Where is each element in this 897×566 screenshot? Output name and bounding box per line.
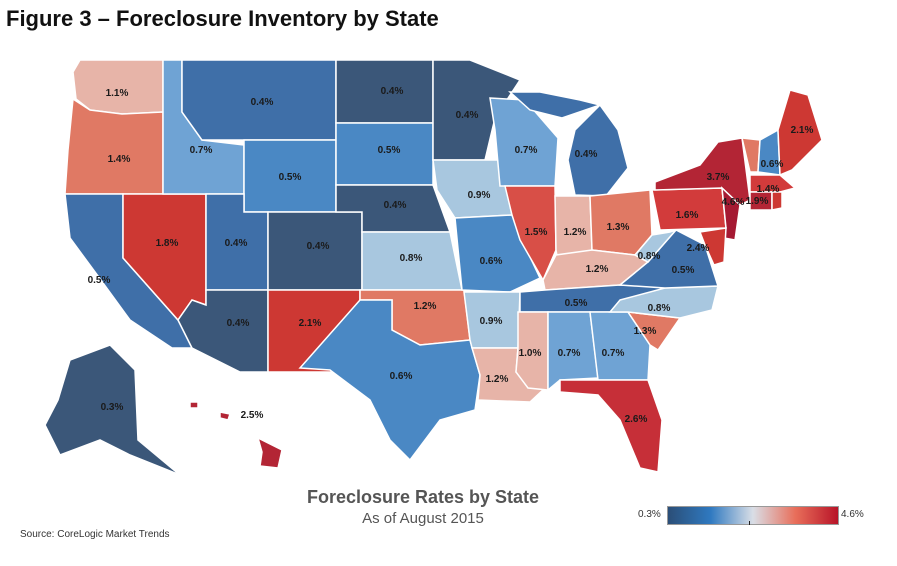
state-md — [698, 227, 727, 266]
state-hi-2 — [219, 411, 231, 421]
label-il: 1.5% — [525, 227, 548, 238]
label-ky: 1.2% — [586, 264, 609, 275]
label-ia: 0.9% — [468, 190, 491, 201]
state-ma — [749, 174, 797, 193]
label-nc: 0.8% — [648, 303, 671, 314]
label-mt: 0.4% — [251, 97, 274, 108]
label-sd: 0.5% — [378, 145, 401, 156]
state-mi-up — [508, 91, 603, 119]
label-hi: 2.5% — [241, 410, 264, 421]
label-mn: 0.4% — [456, 110, 479, 121]
label-nm: 2.1% — [299, 318, 322, 329]
label-az: 0.4% — [227, 318, 250, 329]
label-ca: 0.5% — [88, 275, 111, 286]
legend-color-scale — [667, 506, 839, 525]
label-in: 1.2% — [564, 227, 587, 238]
label-tn: 0.5% — [565, 298, 588, 309]
label-ak: 0.3% — [101, 402, 124, 413]
label-vt: 0.6% — [761, 159, 784, 170]
label-ms: 1.0% — [519, 348, 542, 359]
label-ny: 3.7% — [707, 172, 730, 183]
label-ks: 0.8% — [400, 253, 423, 264]
state-az — [177, 289, 269, 373]
legend-min-label: 0.3% — [638, 509, 661, 520]
label-nj: 4.6% — [722, 197, 745, 208]
label-mo: 0.6% — [480, 256, 503, 267]
caption-title: Foreclosure Rates by State — [306, 487, 540, 507]
state-mi — [567, 103, 629, 197]
state-wa — [72, 59, 164, 115]
label-id: 0.7% — [190, 145, 213, 156]
state-ak — [44, 344, 181, 476]
state-fl — [559, 379, 663, 473]
state-nj — [721, 186, 741, 241]
label-oh: 1.3% — [607, 222, 630, 233]
label-co: 0.4% — [307, 241, 330, 252]
label-md: 2.4% — [687, 243, 710, 254]
label-nv: 1.8% — [156, 238, 179, 249]
label-pa: 1.6% — [676, 210, 699, 221]
state-pa — [651, 187, 727, 231]
label-wy: 0.5% — [279, 172, 302, 183]
label-la: 1.2% — [486, 374, 509, 385]
label-wi: 0.7% — [515, 145, 538, 156]
label-ok: 1.2% — [414, 301, 437, 312]
legend-tick — [749, 521, 750, 525]
state-al — [547, 311, 599, 392]
label-or: 1.4% — [108, 154, 131, 165]
state-hi-3 — [256, 436, 283, 469]
label-va: 0.5% — [672, 265, 695, 276]
label-mi: 0.4% — [575, 149, 598, 160]
label-al: 0.7% — [558, 348, 581, 359]
label-ga: 0.7% — [602, 348, 625, 359]
state-tx — [298, 299, 481, 462]
label-ma: 1.4% — [757, 184, 780, 195]
label-nd: 0.4% — [381, 86, 404, 97]
caption-subtitle: As of August 2015 — [362, 510, 484, 527]
legend-max-label: 4.6% — [841, 509, 864, 520]
label-ct: 1.9% — [746, 196, 769, 207]
source-note: Source: CoreLogic Market Trends — [20, 529, 170, 540]
state-or — [64, 97, 164, 195]
state-wv — [633, 228, 679, 263]
label-ut: 0.4% — [225, 238, 248, 249]
label-ar: 0.9% — [480, 316, 503, 327]
label-fl: 2.6% — [625, 414, 648, 425]
state-hi-1 — [189, 401, 199, 409]
figure-title: Figure 3 – Foreclosure Inventory by Stat… — [6, 6, 439, 31]
label-sc: 1.3% — [634, 326, 657, 337]
label-tx: 0.6% — [390, 371, 413, 382]
state-ri — [771, 191, 783, 211]
label-wv: 0.8% — [638, 251, 661, 262]
label-wa: 1.1% — [106, 88, 129, 99]
label-me: 2.1% — [791, 125, 814, 136]
label-ne: 0.4% — [384, 200, 407, 211]
